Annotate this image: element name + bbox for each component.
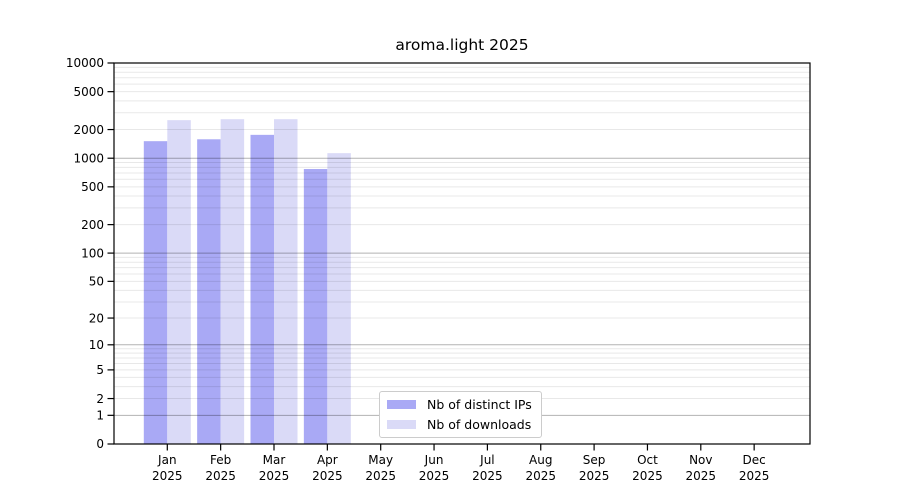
y-tick-label: 0	[96, 437, 104, 451]
x-tick-label-month: Mar	[263, 453, 286, 467]
legend-swatch-downloads-icon	[387, 420, 416, 429]
bar-downloads-jan	[167, 120, 191, 444]
x-tick-label-year: 2025	[472, 469, 503, 483]
chart-title: aroma.light 2025	[395, 36, 529, 54]
x-tick-label-month: May	[368, 453, 393, 467]
bar-distinct-ips-jan	[143, 141, 168, 445]
y-tick-label: 50	[89, 275, 104, 289]
y-tick-label: 500	[81, 180, 104, 194]
y-tick-label: 1000	[73, 151, 104, 165]
x-tick-label-year: 2025	[312, 469, 343, 483]
y-tick-label: 2	[96, 392, 104, 406]
x-tick-label-year: 2025	[419, 469, 450, 483]
x-tick-label-year: 2025	[365, 469, 396, 483]
bar-distinct-ips-feb	[197, 139, 221, 444]
x-tick-label-month: Sep	[583, 453, 606, 467]
y-tick-label: 100	[81, 246, 104, 260]
bar-downloads-mar	[274, 119, 298, 444]
bar-distinct-ips-mar	[250, 134, 274, 444]
x-tick-label-month: Oct	[637, 453, 658, 467]
x-tick-label-year: 2025	[525, 469, 556, 483]
y-tick-label: 200	[81, 218, 104, 232]
y-tick-label: 5	[96, 363, 104, 377]
x-tick-label-month: Aug	[529, 453, 552, 467]
legend-swatch-distinct-ips-icon	[387, 400, 416, 409]
legend-label-downloads: Nb of downloads	[427, 417, 532, 432]
x-tick-label-year: 2025	[579, 469, 610, 483]
y-tick-label: 20	[89, 311, 104, 325]
x-tick-label-year: 2025	[739, 469, 770, 483]
x-tick-label-month: Apr	[317, 453, 338, 467]
x-tick-label-month: Jul	[479, 453, 494, 467]
y-tick-label: 2000	[73, 123, 104, 137]
x-tick-label-year: 2025	[205, 469, 236, 483]
legend: Nb of distinct IPs Nb of downloads	[379, 391, 542, 438]
x-tick-label-month: Dec	[743, 453, 766, 467]
x-tick-label-month: Jun	[424, 453, 444, 467]
bar-downloads-apr	[327, 153, 351, 444]
x-tick-label-year: 2025	[686, 469, 717, 483]
x-tick-label-year: 2025	[259, 469, 290, 483]
x-tick-label-month: Feb	[210, 453, 231, 467]
bar-downloads-feb	[220, 119, 245, 444]
y-tick-label: 10000	[66, 56, 104, 70]
y-tick-label: 5000	[73, 85, 104, 99]
x-tick-label-year: 2025	[152, 469, 183, 483]
bar-distinct-ips-apr	[303, 169, 328, 445]
legend-label-distinct-ips: Nb of distinct IPs	[427, 397, 532, 412]
y-tick-label: 10	[89, 338, 104, 352]
x-tick-label-month: Nov	[689, 453, 712, 467]
x-tick-label-year: 2025	[632, 469, 663, 483]
legend-item-distinct-ips: Nb of distinct IPs	[387, 397, 532, 412]
legend-item-downloads: Nb of downloads	[387, 417, 532, 432]
y-tick-label: 1	[96, 409, 104, 423]
x-tick-label-month: Jan	[157, 453, 177, 467]
